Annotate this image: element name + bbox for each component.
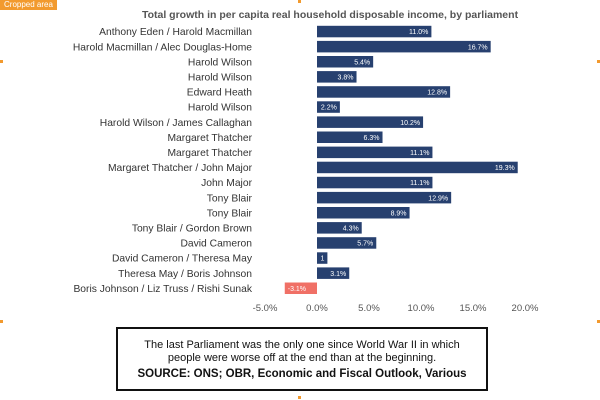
crop-marker bbox=[0, 320, 3, 323]
data-label: 16.7% bbox=[468, 44, 488, 51]
category-label: Margaret Thatcher bbox=[167, 133, 252, 144]
bar bbox=[284, 282, 317, 294]
bar bbox=[317, 222, 362, 234]
bar bbox=[317, 252, 328, 264]
bar bbox=[317, 116, 424, 128]
crop-marker bbox=[298, 396, 301, 399]
category-label: Harold Wilson / James Callaghan bbox=[100, 118, 253, 129]
data-label: 4.3% bbox=[343, 225, 359, 232]
category-label: Theresa May / Boris Johnson bbox=[118, 269, 252, 280]
data-label: 11.0% bbox=[409, 29, 428, 36]
data-label: 5.4% bbox=[354, 59, 370, 66]
x-tick-label: 15.0% bbox=[460, 303, 487, 314]
bar bbox=[317, 191, 452, 204]
bar bbox=[317, 146, 433, 159]
data-label: 1 bbox=[320, 256, 324, 263]
bar bbox=[317, 101, 340, 113]
data-label: 5.7% bbox=[357, 241, 373, 248]
crop-marker bbox=[597, 60, 600, 63]
category-label: Margaret Thatcher bbox=[167, 148, 252, 159]
data-label: 3.8% bbox=[338, 74, 354, 81]
data-label: 3.1% bbox=[330, 271, 346, 278]
bar bbox=[317, 56, 374, 68]
bar bbox=[317, 71, 357, 83]
category-label: Margaret Thatcher / John Major bbox=[108, 163, 253, 174]
data-label: 12.9% bbox=[428, 195, 448, 202]
data-label: 8.9% bbox=[391, 210, 407, 217]
data-label: 6.3% bbox=[364, 135, 380, 142]
x-tick-label: 10.0% bbox=[408, 303, 435, 314]
category-label: Tony Blair / Gordon Brown bbox=[132, 223, 252, 234]
bar-chart: Anthony Eden / Harold Macmillan 11.0% Haro… bbox=[73, 25, 539, 314]
bar bbox=[317, 131, 383, 143]
x-tick-label: -5.0% bbox=[253, 303, 278, 314]
data-label: 11.1% bbox=[410, 180, 429, 187]
chart-title: Total growth in per capita real househol… bbox=[141, 9, 519, 21]
annotation-box: The last Parliament was the only one sin… bbox=[116, 327, 488, 391]
data-label: 11.1% bbox=[410, 150, 429, 157]
bar bbox=[317, 86, 451, 98]
bar bbox=[317, 161, 518, 174]
bar bbox=[317, 267, 350, 279]
category-label: Boris Johnson / Liz Truss / Rishi Sunak bbox=[73, 284, 252, 295]
category-label: Edward Heath bbox=[187, 88, 253, 99]
category-label: David Cameron bbox=[180, 239, 252, 250]
data-label: 12.8% bbox=[427, 90, 447, 97]
x-tick-label: 20.0% bbox=[512, 303, 539, 314]
category-label: John Major bbox=[201, 178, 253, 189]
data-label: -3.1% bbox=[288, 286, 306, 293]
data-label: 19.3% bbox=[495, 165, 515, 172]
category-label: Harold Wilson bbox=[188, 103, 252, 114]
category-label: Harold Wilson bbox=[188, 57, 252, 68]
category-label: Harold Macmillan / Alec Douglas-Home bbox=[73, 42, 252, 53]
category-label: Tony Blair bbox=[207, 208, 253, 219]
crop-marker bbox=[0, 60, 3, 63]
category-label: Harold Wilson bbox=[188, 72, 252, 83]
data-label: 2.2% bbox=[321, 105, 337, 112]
data-label: 10.2% bbox=[400, 120, 420, 127]
crop-marker bbox=[298, 0, 301, 3]
bar bbox=[317, 25, 432, 38]
category-label: Anthony Eden / Harold Macmillan bbox=[99, 27, 252, 38]
source-text: SOURCE: ONS; OBR, Economic and Fiscal Ou… bbox=[137, 368, 467, 380]
bar bbox=[317, 176, 433, 189]
annotation-text: The last Parliament was the only one sin… bbox=[144, 339, 460, 364]
x-tick-label: 5.0% bbox=[358, 303, 380, 314]
crop-marker bbox=[597, 320, 600, 323]
category-label: Tony Blair bbox=[207, 193, 253, 204]
bar bbox=[317, 207, 410, 219]
bar bbox=[317, 237, 377, 249]
bar bbox=[317, 40, 491, 53]
x-tick-label: 0.0% bbox=[306, 303, 328, 314]
category-label: David Cameron / Theresa May bbox=[112, 254, 253, 265]
cropped-area-tag: Cropped area bbox=[0, 0, 57, 10]
